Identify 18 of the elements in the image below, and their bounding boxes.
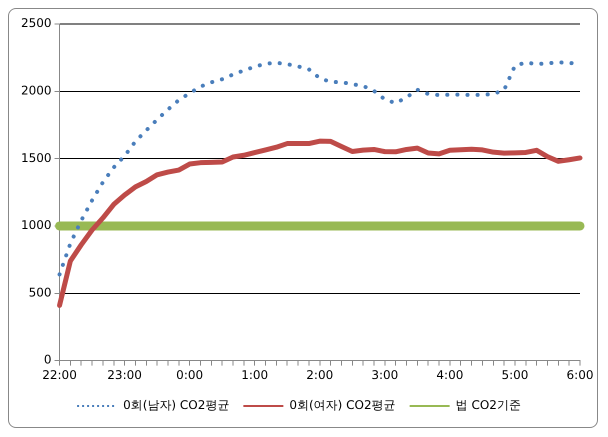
y-tick-label: 1500 — [20, 150, 52, 165]
y-tick-label: 2500 — [20, 16, 52, 30]
legend-label: 0회(여자) CO2평균 — [289, 398, 396, 412]
y-tick-label: 2000 — [20, 83, 52, 98]
x-tick-label: 0:00 — [176, 368, 204, 382]
y-tick-label: 1000 — [20, 218, 52, 232]
x-tick-label: 6:00 — [566, 368, 594, 382]
x-tick-label: 3:00 — [371, 368, 398, 382]
legend-label: 법 CO2기준 — [456, 398, 521, 412]
x-tick-label: 23:00 — [107, 368, 142, 382]
y-tick-label: 0 — [44, 352, 52, 367]
x-tick-label: 22:00 — [42, 368, 77, 382]
x-tick-label: 4:00 — [436, 368, 464, 382]
y-tick-label: 500 — [28, 285, 52, 300]
x-tick-label: 1:00 — [241, 368, 268, 382]
legend-label: 0회(남자) CO2평균 — [123, 398, 230, 412]
x-tick-label: 5:00 — [501, 368, 528, 382]
x-tick-label: 2:00 — [306, 368, 334, 382]
